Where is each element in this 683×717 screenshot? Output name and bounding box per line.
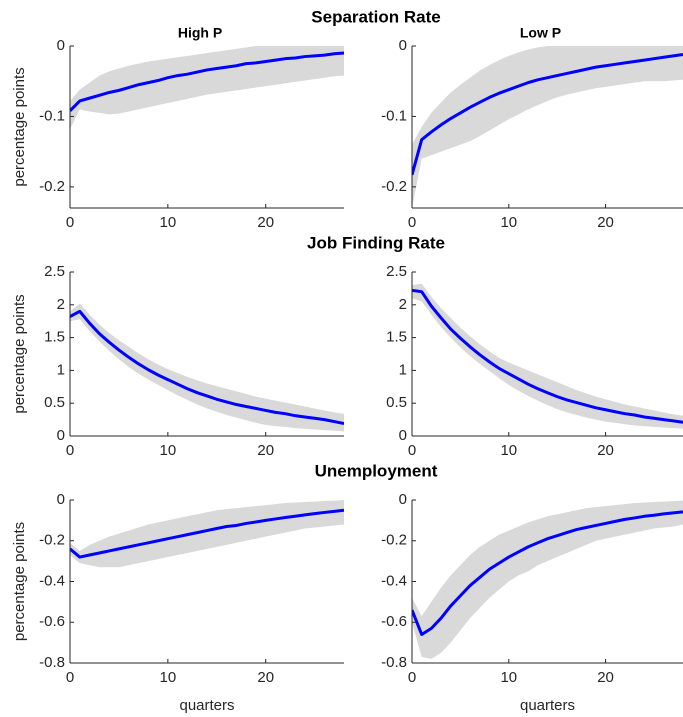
- y-tick-label: -0.1: [39, 107, 65, 124]
- x-tick-label: 10: [160, 214, 177, 231]
- x-tick-label: 20: [257, 442, 274, 459]
- plot-area: [70, 46, 344, 130]
- y-tick-label: -0.2: [381, 178, 407, 195]
- y-tick-label: -0.8: [39, 654, 65, 671]
- y-tick-label: -0.4: [39, 572, 65, 589]
- y-axis-label: percentage points: [11, 294, 28, 413]
- x-axis-label: quarters: [179, 697, 234, 714]
- y-tick-label: 2: [399, 296, 407, 313]
- confidence-band: [70, 500, 344, 568]
- x-tick-label: 20: [597, 669, 614, 686]
- y-tick-label: 1: [399, 361, 407, 378]
- x-tick-label: 10: [160, 669, 177, 686]
- x-tick-label: 10: [160, 442, 177, 459]
- panel-title: Low P: [520, 25, 561, 41]
- y-tick-label: 0: [399, 37, 407, 54]
- x-tick-label: 10: [500, 442, 517, 459]
- line: [412, 510, 683, 636]
- y-tick-label: -0.6: [39, 613, 65, 630]
- y-tick-label: -0.2: [381, 532, 407, 549]
- y-tick-label: 0: [399, 491, 407, 508]
- y-tick-label: 0: [57, 427, 65, 444]
- y-tick-label: -0.4: [381, 572, 407, 589]
- x-tick-label: 0: [408, 214, 416, 231]
- y-tick-label: 2: [57, 296, 65, 313]
- y-tick-label: 1: [57, 361, 65, 378]
- y-tick-label: -0.1: [381, 107, 407, 124]
- line: [412, 52, 683, 176]
- y-axis-label: percentage points: [11, 522, 28, 641]
- x-tick-label: 0: [66, 214, 74, 231]
- line: [70, 508, 344, 559]
- y-tick-label: 0: [399, 427, 407, 444]
- y-tick-label: 1.5: [386, 329, 407, 346]
- x-tick-label: 10: [500, 214, 517, 231]
- y-tick-label: -0.8: [381, 654, 407, 671]
- x-tick-label: 20: [257, 669, 274, 686]
- y-tick-label: -0.2: [39, 178, 65, 195]
- line: [70, 51, 344, 112]
- confidence-band: [70, 46, 344, 130]
- confidence-band: [70, 303, 344, 432]
- y-tick-label: -0.6: [381, 613, 407, 630]
- y-tick-label: 2.5: [44, 263, 65, 280]
- confidence-band: [412, 500, 683, 659]
- x-tick-label: 10: [500, 669, 517, 686]
- plot-area: [70, 303, 344, 432]
- plot-area: [412, 46, 683, 208]
- x-axis-label: quarters: [520, 697, 575, 714]
- panel-title: High P: [178, 25, 222, 41]
- row-title: Unemployment: [315, 461, 438, 480]
- y-axis-label: percentage points: [11, 67, 28, 186]
- x-tick-label: 20: [257, 214, 274, 231]
- y-tick-label: 0.5: [386, 394, 407, 411]
- x-tick-label: 20: [597, 214, 614, 231]
- x-tick-label: 0: [408, 669, 416, 686]
- x-tick-label: 20: [597, 442, 614, 459]
- row-title: Separation Rate: [311, 7, 440, 26]
- row-title: Job Finding Rate: [307, 233, 445, 252]
- confidence-band: [412, 283, 683, 429]
- plot-area: [70, 500, 344, 568]
- x-tick-label: 0: [66, 442, 74, 459]
- x-tick-label: 0: [408, 442, 416, 459]
- y-tick-label: 0.5: [44, 394, 65, 411]
- plot-area: [412, 283, 683, 429]
- line: [412, 288, 683, 424]
- y-tick-label: 2.5: [386, 263, 407, 280]
- y-tick-label: 0: [57, 491, 65, 508]
- y-tick-label: 1.5: [44, 329, 65, 346]
- y-tick-label: 0: [57, 37, 65, 54]
- confidence-band: [412, 46, 683, 208]
- line: [70, 309, 344, 426]
- x-tick-label: 0: [66, 669, 74, 686]
- y-tick-label: -0.2: [39, 532, 65, 549]
- plot-area: [412, 500, 683, 659]
